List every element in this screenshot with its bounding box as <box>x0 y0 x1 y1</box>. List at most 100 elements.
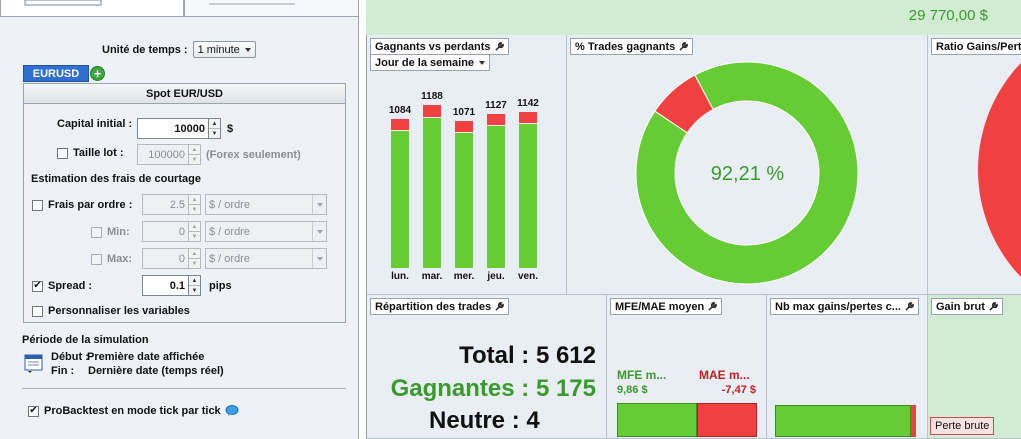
up-arrow-icon[interactable]: ▲ <box>191 223 198 230</box>
bar-wins-3 <box>487 125 505 268</box>
min-input[interactable]: 0 <box>142 221 189 242</box>
spread-input[interactable]: 0.1 <box>142 275 189 296</box>
wrench-icon[interactable] <box>905 302 914 311</box>
max-checkbox[interactable] <box>91 253 102 265</box>
mfe-mae-title[interactable]: MFE/MAE moyen <box>610 298 723 315</box>
add-symbol-icon[interactable]: + <box>90 66 105 81</box>
timeframe-label: Unité de temps : <box>102 43 188 56</box>
spread-unit: pips <box>209 279 232 292</box>
end-row: Fin : Dernière date (temps réel) <box>51 365 224 377</box>
fees-checkbox[interactable] <box>32 199 43 211</box>
bar-losses-0 <box>391 119 409 131</box>
end-value[interactable]: Dernière date (temps réel) <box>88 365 224 377</box>
min-unit-select[interactable]: $ / ordre <box>205 221 327 242</box>
capital-stepper[interactable]: ▲ ▼ <box>209 118 221 139</box>
bar-wins-1 <box>423 117 441 268</box>
total-trades: Total : 5 612 <box>459 342 596 369</box>
custom-vars-checkbox[interactable] <box>32 305 43 317</box>
lot-stepper[interactable]: ▲ ▼ <box>189 144 201 165</box>
nb-max-panel: Nb max gains/pertes c... <box>767 295 928 439</box>
bar-total-label: 1188 <box>421 91 443 103</box>
info-bubble-icon[interactable] <box>225 405 239 417</box>
bar-category-label: mar. <box>421 271 443 282</box>
down-arrow-icon[interactable]: ▼ <box>189 154 200 164</box>
up-arrow-icon[interactable]: ▲ <box>191 277 198 284</box>
bar-losses-2 <box>455 121 473 132</box>
max-wins-bar <box>775 405 911 437</box>
min-input-group: 0 ▲ ▼ $ / ordre <box>142 221 327 242</box>
wins-losses-select[interactable]: Jour de la semaine <box>370 54 491 71</box>
ratio-pie <box>978 62 1021 278</box>
mae-bar <box>697 403 757 437</box>
min-label: Min: <box>107 226 130 238</box>
spread-stepper[interactable]: ▲ ▼ <box>189 275 201 296</box>
end-label: Fin : <box>51 365 75 377</box>
start-label: Début : <box>51 351 89 363</box>
distribution-title-text: Répartition des trades <box>375 300 492 313</box>
symbol-tab-eurusd[interactable]: EURUSD <box>23 65 89 82</box>
lot-input[interactable]: 100000 <box>137 144 189 165</box>
max-input-group: 0 ▲ ▼ $ / ordre <box>142 248 327 269</box>
win-pct-title[interactable]: % Trades gagnants <box>570 38 694 55</box>
up-arrow-icon[interactable]: ▲ <box>191 146 198 153</box>
down-arrow-icon[interactable]: ▼ <box>189 231 200 241</box>
fees-section-label: Estimation des frais de courtage <box>31 173 201 185</box>
calendar-icon[interactable] <box>24 352 44 374</box>
tab-settings[interactable] <box>0 0 184 17</box>
lot-checkbox[interactable] <box>57 147 68 159</box>
mfe-label: MFE m... <box>617 368 667 382</box>
chevron-down-icon <box>312 249 326 268</box>
fees-unit-select[interactable]: $ / ordre <box>205 194 327 215</box>
bar-losses-1 <box>423 105 441 117</box>
gross-gain-title-text: Gain brut <box>936 300 985 313</box>
period-title: Période de la simulation <box>22 334 149 346</box>
custom-vars-label: Personnaliser les variables <box>48 305 190 317</box>
capital-row: Capital initial : <box>57 118 132 130</box>
distribution-title[interactable]: Répartition des trades <box>370 298 510 315</box>
start-value[interactable]: Première date affichée <box>87 351 205 363</box>
fees-stepper[interactable]: ▲ ▼ <box>189 194 201 215</box>
up-arrow-icon[interactable]: ▲ <box>191 250 198 257</box>
min-stepper[interactable]: ▲ ▼ <box>189 221 201 242</box>
backtest-settings-panel: Unité de temps : 1 minute EURUSD + Spot … <box>0 0 359 439</box>
bar-total-label: 1084 <box>388 105 412 117</box>
wrench-icon[interactable] <box>494 42 504 51</box>
fees-input[interactable]: 2.5 <box>142 194 189 215</box>
tick-mode-checkbox[interactable]: ✔ <box>28 405 39 417</box>
balance-value: 29 770,00 $ <box>908 7 988 24</box>
gross-loss-label[interactable]: Perte brute <box>930 417 995 435</box>
chevron-down-icon <box>312 195 326 214</box>
spread-checkbox[interactable]: ✔ <box>32 280 43 292</box>
down-arrow-icon[interactable]: ▼ <box>189 258 200 268</box>
win-pct-panel: % Trades gagnants 92,21 % <box>567 35 928 295</box>
spot-title: Spot EUR/USD <box>24 84 345 104</box>
wrench-icon[interactable] <box>989 302 998 311</box>
ratio-title[interactable]: Ratio Gains/Perte <box>931 38 1021 55</box>
bar-losses-3 <box>487 113 505 125</box>
lot-row: Taille lot : <box>57 147 124 159</box>
max-unit-select[interactable]: $ / ordre <box>205 248 327 269</box>
down-arrow-icon[interactable]: ▼ <box>209 128 220 138</box>
down-arrow-icon[interactable]: ▼ <box>189 285 200 295</box>
down-arrow-icon[interactable]: ▼ <box>189 204 200 214</box>
timeframe-select[interactable]: 1 minute <box>192 41 256 58</box>
up-arrow-icon[interactable]: ▲ <box>191 196 198 203</box>
wins-losses-title[interactable]: Gagnants vs perdants <box>370 38 509 55</box>
calendar-icon-svg <box>24 354 43 373</box>
max-input[interactable]: 0 <box>142 248 189 269</box>
tab-other-icon <box>209 3 295 5</box>
capital-input[interactable]: 10000 <box>137 118 209 139</box>
min-checkbox[interactable] <box>91 226 102 238</box>
wrench-icon[interactable] <box>708 302 718 311</box>
tab-other[interactable] <box>184 0 359 17</box>
custom-vars-row: Personnaliser les variables <box>32 305 190 317</box>
nb-max-title[interactable]: Nb max gains/pertes c... <box>770 298 919 315</box>
chevron-down-icon <box>479 60 486 65</box>
gross-gain-title[interactable]: Gain brut <box>931 298 1003 315</box>
wrench-icon[interactable] <box>495 302 504 311</box>
bar-category-label: ven. <box>517 271 538 282</box>
up-arrow-icon[interactable]: ▲ <box>211 120 218 127</box>
max-stepper[interactable]: ▲ ▼ <box>189 248 201 269</box>
spread-label: Spread : <box>48 280 93 292</box>
wrench-icon[interactable] <box>679 42 689 51</box>
